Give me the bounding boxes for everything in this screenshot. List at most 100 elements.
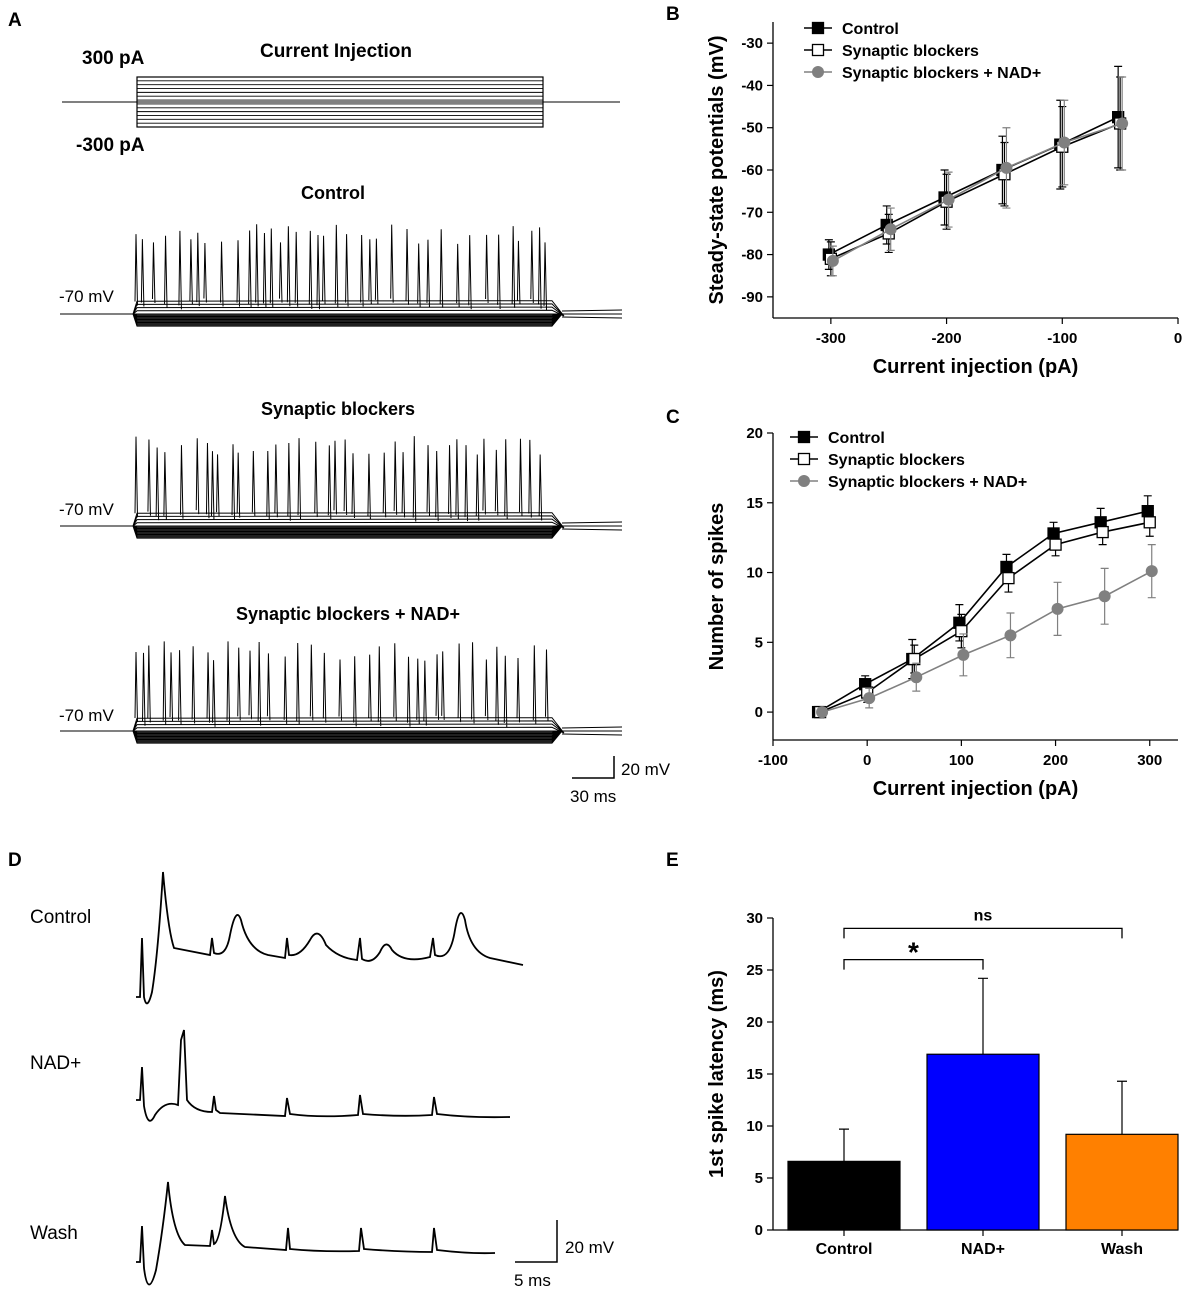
x-tick-label: 100 xyxy=(949,752,974,769)
series-line xyxy=(817,510,1148,713)
current-step-protocol xyxy=(62,76,620,128)
max-current-label: 300 pA xyxy=(82,48,145,69)
y-tick-label: 20 xyxy=(746,425,763,442)
y-tick-label: 30 xyxy=(746,910,763,927)
panel-e: E 0 5 10 15 20 25 30 1st spike latency (ms) Cont… xyxy=(666,850,1179,1258)
x-tick-label: NAD+ xyxy=(961,1241,1005,1258)
scale-bar-a-time: 30 ms xyxy=(570,787,616,806)
panel-b: B -90 -80 -70 -60 -50 -40 -30 -300 -200 -100 0 Curr… xyxy=(666,4,1182,378)
data-point xyxy=(1116,117,1129,130)
y-tick-label: 0 xyxy=(755,1222,763,1239)
spike-trace-control xyxy=(60,224,623,327)
y-tick-label: 25 xyxy=(746,962,763,979)
scale-bar-a xyxy=(572,756,615,779)
x-tick-label: -300 xyxy=(816,330,846,347)
scale-bar-d-time: 5 ms xyxy=(514,1271,551,1290)
scale-bar-d-voltage: 20 mV xyxy=(565,1238,615,1257)
latency-trace-control xyxy=(136,871,524,1005)
data-point xyxy=(863,692,876,705)
data-point xyxy=(908,652,921,666)
trace-title-synaptic-blockers: Synaptic blockers xyxy=(261,399,415,419)
legend-label: Synaptic blockers + NAD+ xyxy=(828,474,1027,491)
trace-title-control: Control xyxy=(301,183,365,203)
x-tick-label: -100 xyxy=(1047,330,1077,347)
series-line xyxy=(819,521,1150,713)
x-tick-label: 0 xyxy=(1174,330,1182,347)
resting-label-synaptic-blockers: -70 mV xyxy=(59,500,114,519)
trace-label-wash: Wash xyxy=(30,1223,78,1244)
significance-bracket xyxy=(843,927,1123,939)
y-tick-label: 15 xyxy=(746,495,763,512)
panel-c: C 0 5 10 15 20 -100 0 100 200 300 Current injectio… xyxy=(666,407,1178,800)
trace-title-synaptic-blockers-nad: Synaptic blockers + NAD+ xyxy=(236,604,460,624)
series-line xyxy=(821,570,1153,713)
panel-b-letter: B xyxy=(666,4,680,25)
legend-label: Control xyxy=(828,430,885,447)
x-tick-label: -100 xyxy=(758,752,788,769)
bar-nad xyxy=(926,1053,1040,1231)
y-tick-label: -70 xyxy=(741,204,763,221)
panel-a-letter: A xyxy=(8,10,22,31)
min-current-label: -300 pA xyxy=(76,135,145,156)
error-bar xyxy=(1117,1080,1127,1135)
y-tick-label: 20 xyxy=(746,1014,763,1031)
data-point xyxy=(1004,629,1017,642)
legend-marker xyxy=(797,452,811,466)
data-point xyxy=(1051,602,1064,615)
data-point xyxy=(1002,571,1015,585)
y-tick-label: 0 xyxy=(755,704,763,721)
bar-control xyxy=(787,1160,901,1231)
x-tick-label: 0 xyxy=(863,752,871,769)
data-point xyxy=(1000,161,1013,174)
panel-d: D Control NAD+ Wash 20 mV 5 ms xyxy=(8,850,615,1290)
significance-bracket xyxy=(843,958,984,970)
legend-marker xyxy=(811,43,825,57)
data-point xyxy=(884,223,897,236)
data-point xyxy=(942,193,955,206)
data-point xyxy=(955,625,968,638)
legend-marker xyxy=(798,475,810,487)
y-axis-label: 1st spike latency (ms) xyxy=(706,970,728,1178)
data-point xyxy=(816,706,829,719)
latency-trace-nad xyxy=(136,1029,511,1122)
significance-label: ns xyxy=(974,907,993,924)
y-tick-label: 10 xyxy=(746,565,763,582)
y-tick-label: 10 xyxy=(746,1118,763,1135)
y-tick-label: -80 xyxy=(741,247,763,264)
bar-wash xyxy=(1065,1133,1179,1231)
data-point xyxy=(1096,525,1109,539)
spike-trace-synaptic-blockers-nad xyxy=(60,641,623,744)
y-tick-label: -30 xyxy=(741,35,763,52)
latency-trace-wash xyxy=(136,1181,496,1286)
protocol-title: Current Injection xyxy=(260,41,412,62)
error-bar xyxy=(839,1128,849,1162)
legend-label: Synaptic blockers xyxy=(842,43,979,60)
resting-label-synaptic-blockers-nad: -70 mV xyxy=(59,706,114,725)
protocol-step-box xyxy=(136,76,544,128)
legend-marker xyxy=(811,21,825,35)
y-tick-label: 5 xyxy=(755,1170,763,1187)
legend-marker xyxy=(812,66,824,78)
data-point xyxy=(1049,538,1062,551)
legend-marker xyxy=(797,430,811,444)
y-axis-label: Steady-state potentials (mV) xyxy=(706,36,728,305)
error-bar xyxy=(978,977,988,1055)
series-line xyxy=(830,122,1121,260)
legend-label: Synaptic blockers xyxy=(828,452,965,469)
y-tick-label: -40 xyxy=(741,77,763,94)
legend-label: Synaptic blockers + NAD+ xyxy=(842,65,1041,82)
data-point xyxy=(826,254,839,267)
panel-e-letter: E xyxy=(666,850,679,871)
significance-label: * xyxy=(908,937,919,968)
x-tick-label: 300 xyxy=(1137,752,1162,769)
x-tick-label: Wash xyxy=(1101,1241,1143,1258)
y-tick-label: 15 xyxy=(746,1066,763,1083)
y-tick-label: -50 xyxy=(741,120,763,137)
data-point xyxy=(1098,590,1111,603)
y-axis-label: Number of spikes xyxy=(706,503,728,671)
scale-bar-d xyxy=(515,1220,558,1263)
y-tick-label: -60 xyxy=(741,162,763,179)
data-point xyxy=(1058,136,1071,149)
scale-bar-a-voltage: 20 mV xyxy=(621,760,671,779)
